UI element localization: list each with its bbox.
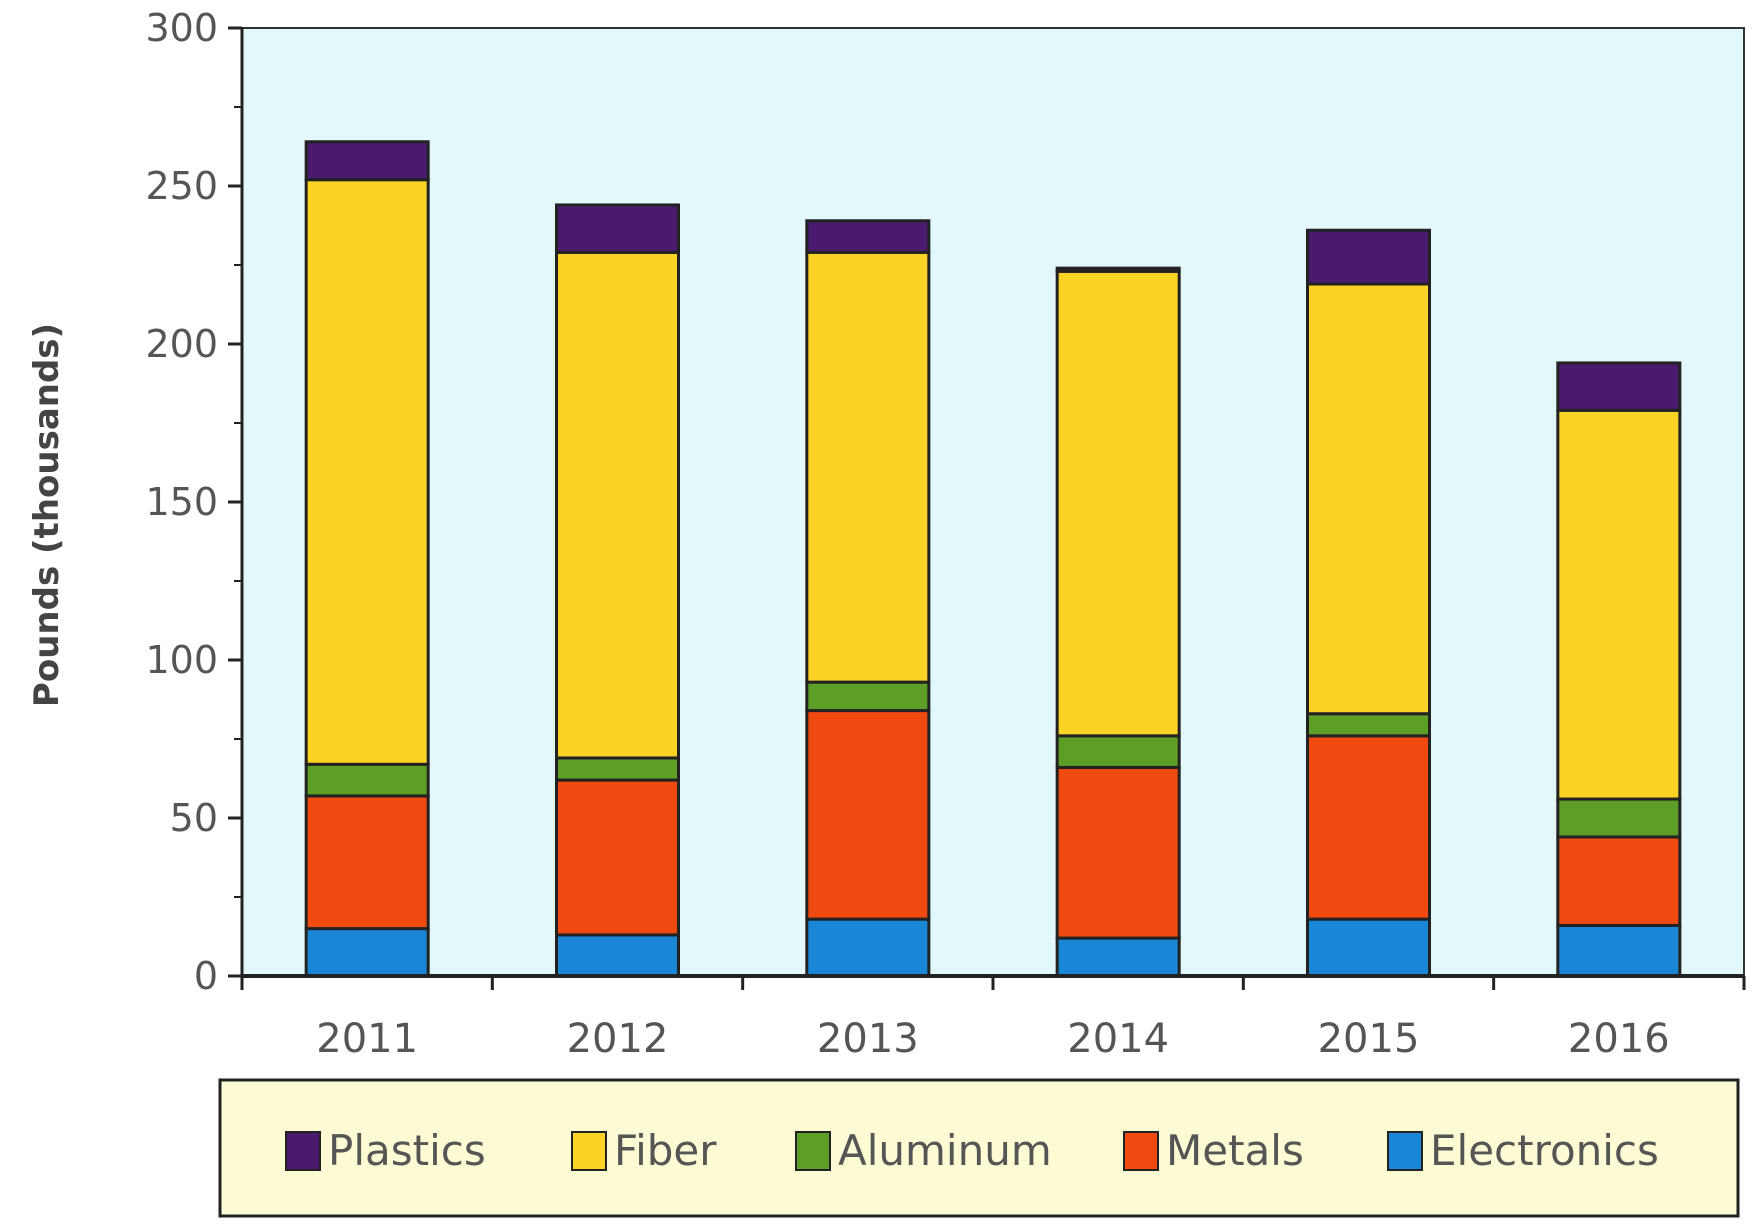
legend: Plastics Fiber Aluminum Metals Electronics <box>285 1126 1659 1175</box>
bar-segment-metals-2012 <box>555 778 680 937</box>
bar-segment-metals-2011 <box>304 794 430 931</box>
y-tick-label: 200 <box>145 322 218 366</box>
bar-segment-metals-2013 <box>805 709 931 921</box>
bar-segment-aluminum-2015 <box>1306 712 1431 738</box>
y-tick-label: 50 <box>170 796 218 840</box>
legend-label-aluminum: Aluminum <box>838 1126 1052 1175</box>
legend-swatch-fiber <box>571 1131 607 1171</box>
bar-segment-metals-2015 <box>1306 734 1431 921</box>
y-axis: 0 50 100 150 200 250 300 <box>145 6 244 998</box>
legend-label-electronics: Electronics <box>1430 1126 1659 1175</box>
bar-segment-metals-2014 <box>1055 765 1181 940</box>
bar-segment-plastics-2016 <box>1556 361 1682 412</box>
x-tick-label: 2016 <box>1568 1016 1670 1062</box>
bar-segment-fiber-2016 <box>1556 408 1682 801</box>
bars-layer <box>304 140 1682 978</box>
bar-segment-electronics-2014 <box>1055 936 1181 978</box>
bar-segment-fiber-2013 <box>805 250 931 684</box>
bar-segment-electronics-2016 <box>1556 923 1682 978</box>
x-axis: 2011 2012 2013 2014 2015 2016 <box>240 974 1746 1062</box>
x-tick-label: 2011 <box>316 1016 418 1062</box>
y-tick-label: 300 <box>145 6 218 50</box>
bar-segment-plastics-2013 <box>805 219 931 254</box>
bar-segment-plastics-2015 <box>1306 228 1431 286</box>
legend-label-fiber: Fiber <box>614 1126 717 1175</box>
y-tick-label: 250 <box>145 164 218 208</box>
bar-segment-fiber-2011 <box>304 178 430 766</box>
x-tick-label: 2013 <box>817 1016 919 1062</box>
bar-segment-plastics-2011 <box>304 140 430 182</box>
y-axis-label: Pounds (thousands) <box>27 323 67 707</box>
legend-label-plastics: Plastics <box>328 1126 486 1175</box>
bar-segment-aluminum-2016 <box>1556 797 1682 839</box>
bar-segment-aluminum-2012 <box>555 756 680 782</box>
bar-segment-plastics-2014 <box>1055 266 1181 273</box>
bar-segment-electronics-2011 <box>304 927 430 978</box>
y-tick-label: 150 <box>145 480 218 524</box>
legend-box <box>218 1078 1740 1218</box>
y-tick-label: 0 <box>194 954 218 998</box>
bar-segment-aluminum-2011 <box>304 762 430 798</box>
plot-area <box>241 27 1745 977</box>
x-tick-label: 2014 <box>1067 1016 1169 1062</box>
legend-label-metals: Metals <box>1166 1126 1304 1175</box>
bar-segment-fiber-2014 <box>1055 269 1181 738</box>
bar-segment-electronics-2015 <box>1306 917 1431 978</box>
bar-segment-aluminum-2013 <box>805 680 931 713</box>
legend-swatch-electronics <box>1387 1131 1423 1171</box>
bar-segment-fiber-2012 <box>555 250 680 760</box>
y-tick-label: 100 <box>145 638 218 682</box>
bar-segment-aluminum-2014 <box>1055 734 1181 769</box>
legend-swatch-plastics <box>285 1131 321 1171</box>
bar-segment-electronics-2012 <box>555 933 680 978</box>
legend-swatch-metals <box>1123 1131 1159 1171</box>
x-tick-label: 2012 <box>567 1016 669 1062</box>
bar-segment-fiber-2015 <box>1306 282 1431 716</box>
bar-segment-electronics-2013 <box>805 917 931 978</box>
x-tick-label: 2015 <box>1318 1016 1420 1062</box>
bar-segment-plastics-2012 <box>555 203 680 254</box>
bar-segment-metals-2016 <box>1556 835 1682 927</box>
legend-swatch-aluminum <box>795 1131 831 1171</box>
